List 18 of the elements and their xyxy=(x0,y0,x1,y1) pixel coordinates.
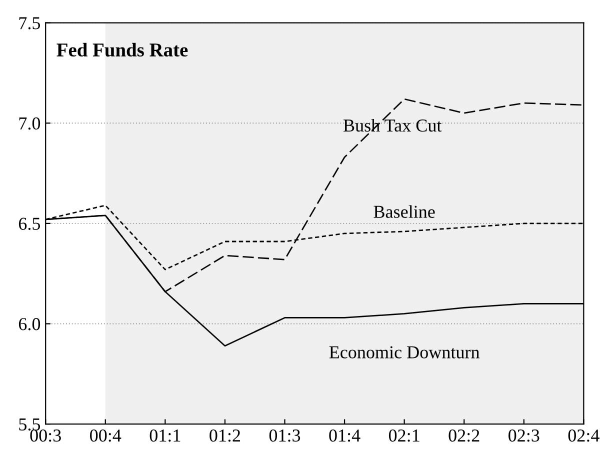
y-tick-label: 6.5 xyxy=(18,218,40,230)
x-tick-label: 02:4 xyxy=(568,429,600,442)
x-tick-label: 00:3 xyxy=(30,429,61,442)
y-tick-label: 6.0 xyxy=(18,318,40,330)
x-tick-label: 02:1 xyxy=(388,429,420,442)
y-tick-label: 7.0 xyxy=(19,117,40,130)
series-label: Economic Downturn xyxy=(329,346,480,358)
y-tick-label: 7.5 xyxy=(19,17,40,30)
x-tick-label: 01:1 xyxy=(150,429,180,442)
x-tick-label: 01:3 xyxy=(269,429,300,442)
x-tick-label: 01:2 xyxy=(210,429,240,442)
x-tick-label: 02:2 xyxy=(448,429,480,442)
series-label: Baseline xyxy=(374,205,435,218)
x-tick-label: 02:3 xyxy=(508,429,540,442)
x-tick-label: 00:4 xyxy=(90,429,122,442)
y-tick-label: 5.5 xyxy=(19,418,40,431)
x-tick-label: 01:4 xyxy=(329,429,360,442)
text: Fed Funds Rate xyxy=(56,42,188,57)
